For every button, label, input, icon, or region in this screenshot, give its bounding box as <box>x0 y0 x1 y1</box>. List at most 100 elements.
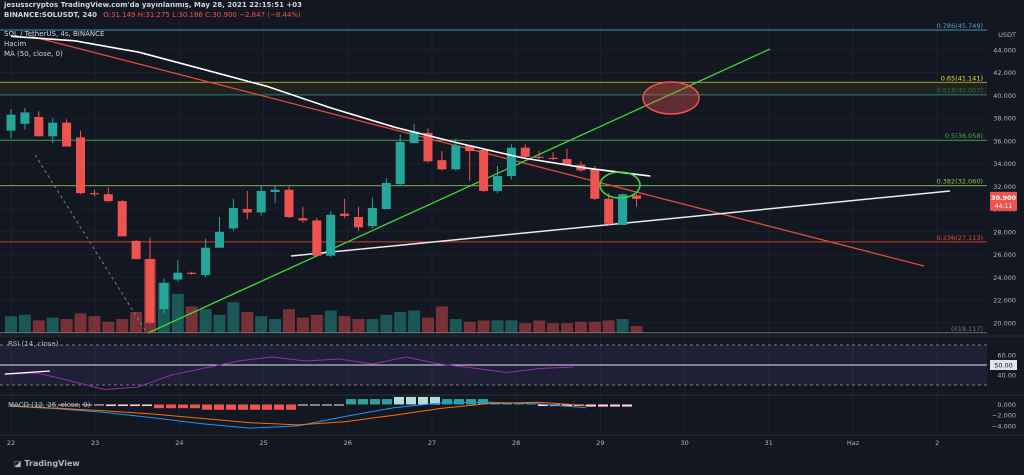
chart-title: SOL / TetherUS, 4s, BINANCE <box>4 30 105 38</box>
volume-legend: Hacim <box>4 40 27 48</box>
candle-body <box>76 137 85 194</box>
candle-body <box>618 194 628 225</box>
candle-body <box>562 159 572 165</box>
breakout-ellipse <box>599 171 641 199</box>
macd-signal-line <box>9 401 587 426</box>
descending-trendline <box>29 35 925 267</box>
candle-body <box>228 207 238 229</box>
ohlc-h: H:31.275 <box>137 11 170 19</box>
macd-histogram-bar <box>190 404 200 409</box>
volume-bar <box>5 316 17 333</box>
candle-body <box>34 116 44 137</box>
macd-histogram-bar <box>226 404 236 410</box>
candle-body <box>187 272 197 274</box>
candle-body <box>298 218 308 221</box>
price-tick: 38.000 <box>993 115 1016 123</box>
candle-body <box>479 149 489 191</box>
volume-bar <box>561 323 573 333</box>
candle-body <box>89 193 99 195</box>
volume-bar <box>588 321 601 333</box>
volume-bar <box>130 312 143 333</box>
macd-histogram-bar <box>118 404 128 407</box>
volume-bar <box>505 320 518 333</box>
candle-body <box>604 198 614 224</box>
volume-bar <box>185 306 198 333</box>
macd-line <box>9 401 587 429</box>
time-tick: 28 <box>512 439 520 447</box>
price-tick: 32.000 <box>993 183 1016 191</box>
time-tick: 29 <box>596 439 604 447</box>
symbol: BINANCE:SOLUSDT, 240 <box>4 11 98 19</box>
candle-body <box>590 169 600 199</box>
resistance-ellipse <box>642 81 700 115</box>
volume-bar <box>338 316 351 333</box>
macd-histogram-bar <box>154 404 164 409</box>
volume-bar <box>366 319 379 333</box>
volume-bar <box>630 326 643 333</box>
volume-bar <box>102 321 115 333</box>
macd-histogram-bar <box>334 404 344 406</box>
candle-body <box>312 220 322 256</box>
macd-histogram-bar <box>34 404 44 406</box>
rsi-value-tag <box>990 360 1017 370</box>
volume-bar <box>547 323 560 333</box>
macd-histogram-bar <box>46 404 56 406</box>
last-price-value: 30.900 <box>991 194 1017 202</box>
macd-histogram-bar <box>466 399 476 405</box>
candle-body <box>6 114 16 131</box>
macd-histogram-bar <box>538 404 548 407</box>
macd-histogram-bar <box>22 404 32 406</box>
candle-body <box>284 189 294 218</box>
volume-bar <box>88 316 101 333</box>
macd-histogram-bar <box>178 404 188 409</box>
dashed-projection-line <box>34 154 148 334</box>
currency-label: USDT <box>998 31 1016 39</box>
candle-body <box>270 189 280 193</box>
volume-bar <box>269 319 282 333</box>
countdown-value: 44:11 <box>995 203 1012 210</box>
candle-body <box>493 176 502 191</box>
macd-histogram-bar <box>442 399 452 405</box>
volume-bar <box>18 314 31 333</box>
macd-histogram-bar <box>238 404 248 410</box>
candle-body <box>48 122 58 137</box>
ohlc-change: −2.847 (−8.44%) <box>239 11 301 19</box>
volume-bar <box>324 310 337 333</box>
macd-histogram-bar <box>418 396 428 405</box>
macd-histogram-bar <box>166 404 176 409</box>
macd-histogram-bar <box>70 404 80 406</box>
volume-bar <box>32 320 45 333</box>
price-tick: 26.000 <box>993 251 1016 259</box>
volume-bar <box>199 309 212 333</box>
candle-body <box>256 190 266 213</box>
candle-body <box>159 282 169 310</box>
volume-bar <box>171 293 184 333</box>
candle-body <box>632 195 641 199</box>
rsi-drawn-line <box>4 370 51 375</box>
candle-body <box>409 131 419 144</box>
fib-level-label: 0(19.117) <box>951 325 983 333</box>
volume-bar <box>241 312 254 333</box>
rsi-value: 50.00 <box>994 362 1013 370</box>
price-tick: 42.000 <box>993 69 1016 77</box>
macd-tick: −4.000 <box>992 422 1016 430</box>
time-tick: 26 <box>344 439 352 447</box>
candle-body <box>423 132 433 162</box>
macd-histogram-bar <box>106 404 116 407</box>
volume-bar <box>60 319 73 333</box>
candle-body <box>548 157 558 160</box>
price-tick: 28.000 <box>993 228 1016 236</box>
macd-histogram-bar <box>286 404 296 410</box>
volume-bar <box>394 312 407 333</box>
time-tick: 31 <box>765 439 773 447</box>
macd-histogram-bar <box>502 403 512 405</box>
brand-label: TradingView <box>24 459 80 468</box>
macd-histogram-bar <box>58 404 68 406</box>
macd-histogram-bar <box>94 404 104 406</box>
rsi-tick: 40.00 <box>997 372 1016 380</box>
macd-histogram-bar <box>478 399 488 405</box>
macd-histogram-bar <box>274 404 284 410</box>
macd-histogram-bar <box>598 404 608 407</box>
volume-bar <box>519 323 532 333</box>
